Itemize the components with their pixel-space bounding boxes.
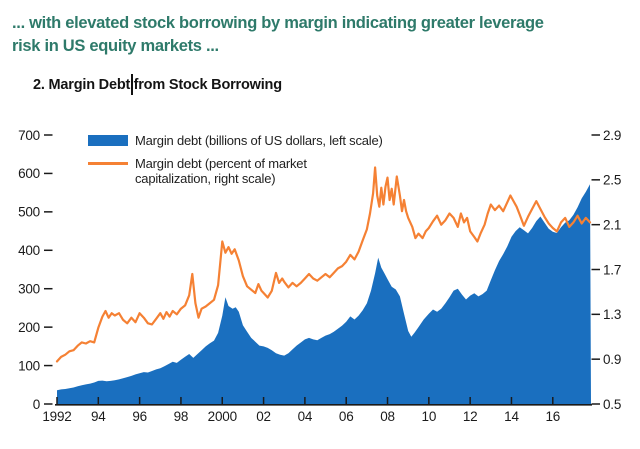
panel-title-after-caret: from Stock Borrowing <box>133 76 282 93</box>
legend-item-margin-debt-billions: Margin debt (billions of US dollars, lef… <box>88 133 383 149</box>
section-kicker: ... with elevated stock borrowing by mar… <box>12 12 634 58</box>
x-axis-label: 1992 <box>42 409 71 424</box>
legend-label: Margin debt (percent of market capitaliz… <box>135 156 307 187</box>
left-axis-label: 400 <box>18 243 40 258</box>
panel-title: 2. Margin Debt from Stock Borrowing <box>33 74 282 95</box>
left-axis-label: 0 <box>33 397 40 412</box>
x-axis-label: 10 <box>422 409 437 424</box>
chart-legend: Margin debt (billions of US dollars, lef… <box>88 133 383 194</box>
right-axis-label: 2.1 <box>603 217 621 232</box>
right-axis-label: 1.7 <box>603 262 621 277</box>
x-axis-label: 04 <box>298 409 313 424</box>
blue-area-swatch <box>88 135 128 146</box>
x-axis-label: 06 <box>339 409 354 424</box>
right-axis-label: 0.5 <box>603 397 621 412</box>
x-axis-label: 16 <box>545 409 560 424</box>
kicker-line-1: ... with elevated stock borrowing by mar… <box>12 14 544 32</box>
x-axis-label: 02 <box>256 409 271 424</box>
right-axis-label: 0.9 <box>603 352 621 367</box>
legend-label-line: Margin debt (percent of market <box>135 155 307 171</box>
right-axis-label: 2.9 <box>603 128 621 143</box>
x-axis-label: 98 <box>174 409 189 424</box>
left-axis-label: 100 <box>18 358 40 373</box>
x-axis-label: 14 <box>504 409 519 424</box>
x-axis-label: 08 <box>380 409 395 424</box>
left-axis-label: 200 <box>18 320 40 335</box>
x-axis-label: 2000 <box>208 409 237 424</box>
right-axis-label: 1.3 <box>603 307 621 322</box>
panel-title-before-caret: 2. Margin Debt <box>33 76 131 93</box>
margin-debt-area-series <box>57 184 591 404</box>
x-axis-label: 94 <box>91 409 106 424</box>
margin-debt-pct-line-series <box>55 166 592 363</box>
left-axis-label: 300 <box>18 282 40 297</box>
legend-label-line: Margin debt (billions of US dollars, lef… <box>135 133 383 148</box>
legend-label-line: capitalization, right scale) <box>135 171 276 186</box>
kicker-line-2: risk in US equity markets ... <box>12 37 219 55</box>
left-axis-label: 700 <box>18 128 40 143</box>
right-axis-label: 2.5 <box>603 173 621 188</box>
x-axis-label: 96 <box>132 409 147 424</box>
orange-line-swatch <box>88 161 128 165</box>
legend-label: Margin debt (billions of US dollars, lef… <box>135 133 383 149</box>
x-axis-label: 12 <box>463 409 478 424</box>
legend-item-margin-debt-percent: Margin debt (percent of market capitaliz… <box>88 156 383 187</box>
text-caret <box>131 74 133 95</box>
left-axis-label: 500 <box>18 205 40 220</box>
left-axis-label: 600 <box>18 166 40 181</box>
